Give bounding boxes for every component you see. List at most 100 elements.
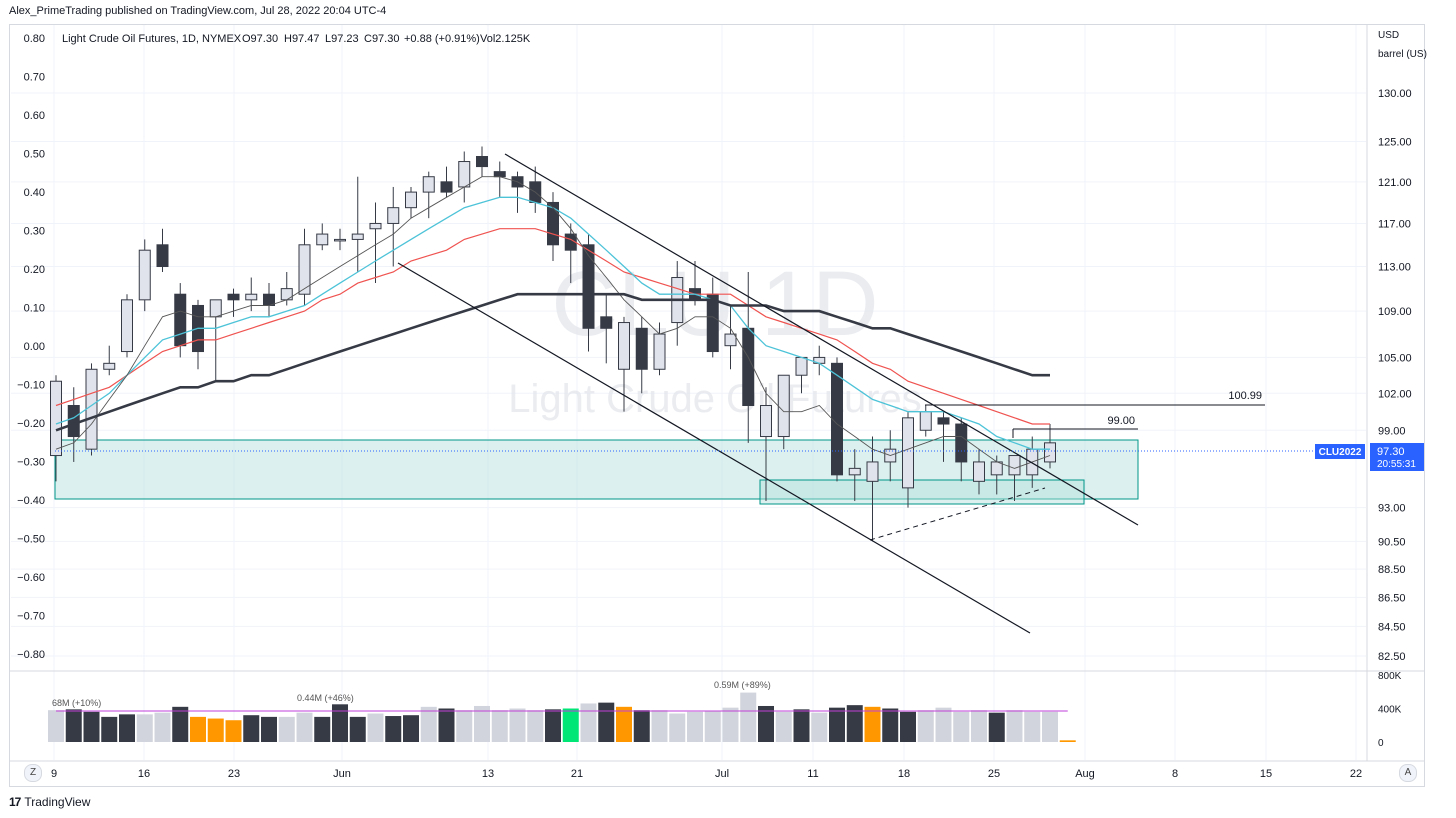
- time-axis-tick: 18: [898, 768, 910, 780]
- volume-bar: [296, 712, 313, 742]
- candle-body: [1008, 455, 1021, 476]
- candle: [387, 186, 400, 267]
- volume-bar: [332, 704, 348, 742]
- left-axis-tick: −0.20: [17, 418, 45, 430]
- volume-bar: [793, 709, 810, 742]
- volume-bar: [562, 708, 579, 742]
- volume-bar: [669, 713, 686, 742]
- candle-body: [653, 333, 666, 370]
- volume-bar: [48, 710, 64, 742]
- time-axis-tick: 15: [1260, 768, 1272, 780]
- candle: [902, 411, 914, 508]
- candle-body: [937, 417, 950, 425]
- channel-upper-line: [504, 153, 1139, 526]
- volume-bar: [953, 711, 970, 742]
- candle: [973, 449, 985, 495]
- left-axis-tick: 0.10: [24, 303, 45, 315]
- symbol-badge-text: CLU2022: [1319, 447, 1362, 458]
- time-axis-tick: Aug: [1075, 768, 1095, 780]
- volume-bar: [136, 714, 153, 742]
- candle: [156, 228, 169, 273]
- right-axis-tick: 93.00: [1378, 503, 1406, 515]
- auto-scale-button[interactable]: A: [1399, 764, 1417, 782]
- grid: [11, 25, 1366, 760]
- volume-bar: [314, 716, 331, 742]
- candle-body: [440, 181, 453, 193]
- candle-body: [121, 299, 133, 353]
- candle: [138, 239, 151, 312]
- level-high-label: 100.99: [1228, 390, 1262, 402]
- time-axis-tick: 21: [571, 768, 583, 780]
- volume-bar: [456, 710, 473, 742]
- time-axis-tick: 23: [228, 768, 240, 780]
- chart-frame: [9, 24, 1425, 787]
- candle-body: [387, 207, 400, 224]
- volume-bar: [775, 711, 792, 742]
- volume-label-2: 0.44M (+46%): [297, 693, 354, 703]
- candle-body: [67, 405, 80, 438]
- candle: [422, 171, 435, 219]
- left-axis-tick: 0.50: [24, 149, 45, 161]
- volume-bar: [403, 715, 419, 742]
- candle: [547, 192, 559, 262]
- candle: [298, 228, 311, 306]
- ma-thin-line: [55, 176, 1051, 469]
- candle: [760, 387, 772, 502]
- candle-body: [777, 374, 790, 438]
- left-axis-tick: 0.30: [24, 226, 45, 238]
- volume-bar: [864, 706, 881, 742]
- candle-body: [635, 327, 648, 370]
- candle: [493, 161, 506, 198]
- volume-bar: [882, 708, 899, 742]
- header-open: O97.30: [242, 33, 278, 45]
- candle: [955, 417, 968, 482]
- candle: [866, 436, 879, 542]
- volume-bar: [527, 710, 544, 742]
- volume-bar: [119, 714, 135, 742]
- candle: [440, 166, 453, 198]
- tradingview-logo[interactable]: 17 TradingView: [9, 795, 90, 809]
- volume-bar: [900, 711, 916, 742]
- candle-body: [795, 356, 808, 376]
- candle-body: [50, 380, 62, 457]
- channel-lower-line: [397, 262, 1031, 634]
- symbol-badge: [1315, 444, 1365, 459]
- header-symbol: Light Crude Oil Futures, 1D, NYMEX: [62, 33, 242, 45]
- zoom-button-z[interactable]: Z: [24, 764, 42, 782]
- volume-bar: [971, 710, 987, 742]
- volume-bar: [154, 712, 171, 742]
- left-axis-tick: −0.30: [17, 457, 45, 469]
- candle-body: [742, 327, 755, 407]
- candle-body: [103, 362, 116, 370]
- time-axis-tick: 22: [1350, 768, 1362, 780]
- candle: [476, 146, 488, 177]
- candle: [458, 151, 471, 203]
- candle-body: [618, 322, 630, 370]
- left-axis-tick: 0.00: [24, 341, 45, 353]
- right-axis-tick: 88.50: [1378, 564, 1406, 576]
- volume-bar: [598, 702, 615, 742]
- volume-bar: [935, 707, 952, 742]
- candle-body: [138, 249, 151, 301]
- candle: [103, 345, 116, 376]
- right-axis-tick: 117.00: [1378, 218, 1411, 230]
- right-axis-tick: 102.00: [1378, 388, 1412, 400]
- volume-bar: [829, 707, 845, 742]
- left-axis-tick: −0.50: [17, 534, 45, 546]
- volume-bar: [190, 716, 206, 742]
- volume-bar: [65, 709, 82, 742]
- candle: [334, 228, 346, 251]
- candle-body: [422, 176, 435, 193]
- candle: [369, 202, 382, 284]
- left-axis-tick: −0.10: [17, 380, 45, 392]
- candle-body: [280, 288, 293, 301]
- time-axis-ticks: 9 16 23 Jun 13 21 Jul 11 18 25 Aug 8 15 22: [51, 768, 1362, 780]
- candle-body: [902, 417, 914, 489]
- right-axis-tick: 130.00: [1378, 88, 1412, 100]
- candle-body: [866, 461, 879, 482]
- left-axis-tick: 0.40: [24, 187, 45, 199]
- volume-axis-ticks: 800K 400K 0: [1378, 671, 1402, 749]
- volume-bar: [101, 716, 118, 742]
- candle-body: [458, 161, 471, 188]
